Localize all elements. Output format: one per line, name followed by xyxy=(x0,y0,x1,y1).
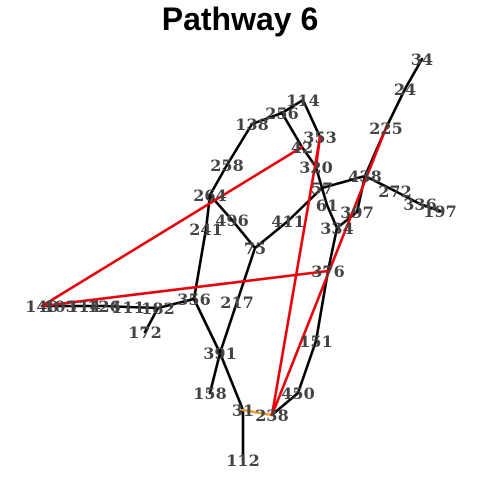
edge-238-353 xyxy=(270,135,322,417)
edge-376-151 xyxy=(314,269,330,343)
edge-256-138 xyxy=(250,111,284,126)
edge-42-320 xyxy=(300,145,318,169)
node-label: 356 xyxy=(177,290,210,309)
edge-140-376 xyxy=(40,269,330,308)
edge-182-172 xyxy=(143,306,160,334)
graph-title: Pathway 6 xyxy=(162,1,319,37)
node-label: 34 xyxy=(411,50,433,69)
edge-217-391 xyxy=(218,300,239,355)
node-label: 225 xyxy=(369,119,402,138)
edge-320-57 xyxy=(314,165,324,190)
node-label: 140 xyxy=(25,297,58,316)
node-label: 320 xyxy=(299,158,332,177)
node-label: 258 xyxy=(210,156,243,175)
node-label: 397 xyxy=(340,203,373,222)
edge-57-61 xyxy=(320,186,329,207)
edge-241-356 xyxy=(192,227,208,301)
node-label: 61 xyxy=(316,196,338,215)
node-label: 411 xyxy=(271,212,304,231)
node-label: 138 xyxy=(235,115,268,134)
node-label: 103 xyxy=(43,297,76,316)
edge-75-217 xyxy=(235,246,257,304)
edge-75-411 xyxy=(253,219,290,250)
node-label: 24 xyxy=(394,80,416,99)
edge-411-57 xyxy=(286,186,324,223)
node-label: 353 xyxy=(303,128,336,147)
edge-438-57 xyxy=(320,174,367,190)
node-label: 391 xyxy=(203,344,236,363)
edge-31-238 xyxy=(241,408,274,417)
edge-336-197 xyxy=(418,202,442,213)
node-label: 111 xyxy=(111,298,144,317)
edge-272-336 xyxy=(393,189,422,206)
node-label: 241 xyxy=(189,220,222,239)
edge-391-158 xyxy=(208,351,222,395)
edge-layer xyxy=(40,57,442,462)
edge-34-24 xyxy=(403,57,424,91)
node-label: 151 xyxy=(299,332,332,351)
node-label: 450 xyxy=(281,384,314,403)
node-label: 31 xyxy=(232,401,254,420)
edge-496-75 xyxy=(230,218,257,250)
node-label: 272 xyxy=(378,182,411,201)
edge-238-225 xyxy=(270,126,388,417)
edge-256-42 xyxy=(280,111,304,149)
edge-111-126 xyxy=(102,304,130,309)
edge-334-376 xyxy=(326,226,339,273)
node-label: 158 xyxy=(193,384,226,403)
node-label: 336 xyxy=(403,195,436,214)
edge-114-353 xyxy=(301,98,322,139)
edge-151-450 xyxy=(296,339,318,395)
node-label: 217 xyxy=(220,293,253,312)
node-label: 256 xyxy=(265,104,298,123)
edge-391-31 xyxy=(218,351,245,412)
edge-264-496 xyxy=(208,193,234,222)
edge-397-334 xyxy=(335,210,359,230)
node-label: 126 xyxy=(87,297,120,316)
edge-320-353 xyxy=(314,135,322,169)
edge-114-256 xyxy=(280,98,305,115)
edge-61-334 xyxy=(325,203,339,230)
node-label: 334 xyxy=(320,219,353,238)
node-label: 438 xyxy=(348,167,381,186)
node-label: 496 xyxy=(215,211,248,230)
node-label: 114 xyxy=(67,297,100,316)
edge-356-182 xyxy=(156,297,196,310)
node-label: 264 xyxy=(193,186,226,205)
node-label: 182 xyxy=(141,299,174,318)
edge-264-241 xyxy=(204,193,212,231)
node-label: 57 xyxy=(311,179,333,198)
node-label: 197 xyxy=(423,202,456,221)
edge-140-42 xyxy=(40,145,304,308)
edge-182-111 xyxy=(126,305,160,310)
edge-438-272 xyxy=(363,174,397,193)
node-label: 376 xyxy=(311,262,344,281)
node-label: 114 xyxy=(286,91,319,110)
edge-24-225 xyxy=(384,87,407,130)
node-label: 75 xyxy=(244,239,266,258)
node-label: 42 xyxy=(291,138,313,157)
edge-356-391 xyxy=(192,297,222,355)
node-label: 112 xyxy=(226,451,259,470)
edge-258-264 xyxy=(208,163,229,197)
node-label: 238 xyxy=(255,406,288,425)
edge-450-238 xyxy=(270,391,300,417)
node-label: 172 xyxy=(128,323,161,342)
edge-138-258 xyxy=(225,122,254,167)
